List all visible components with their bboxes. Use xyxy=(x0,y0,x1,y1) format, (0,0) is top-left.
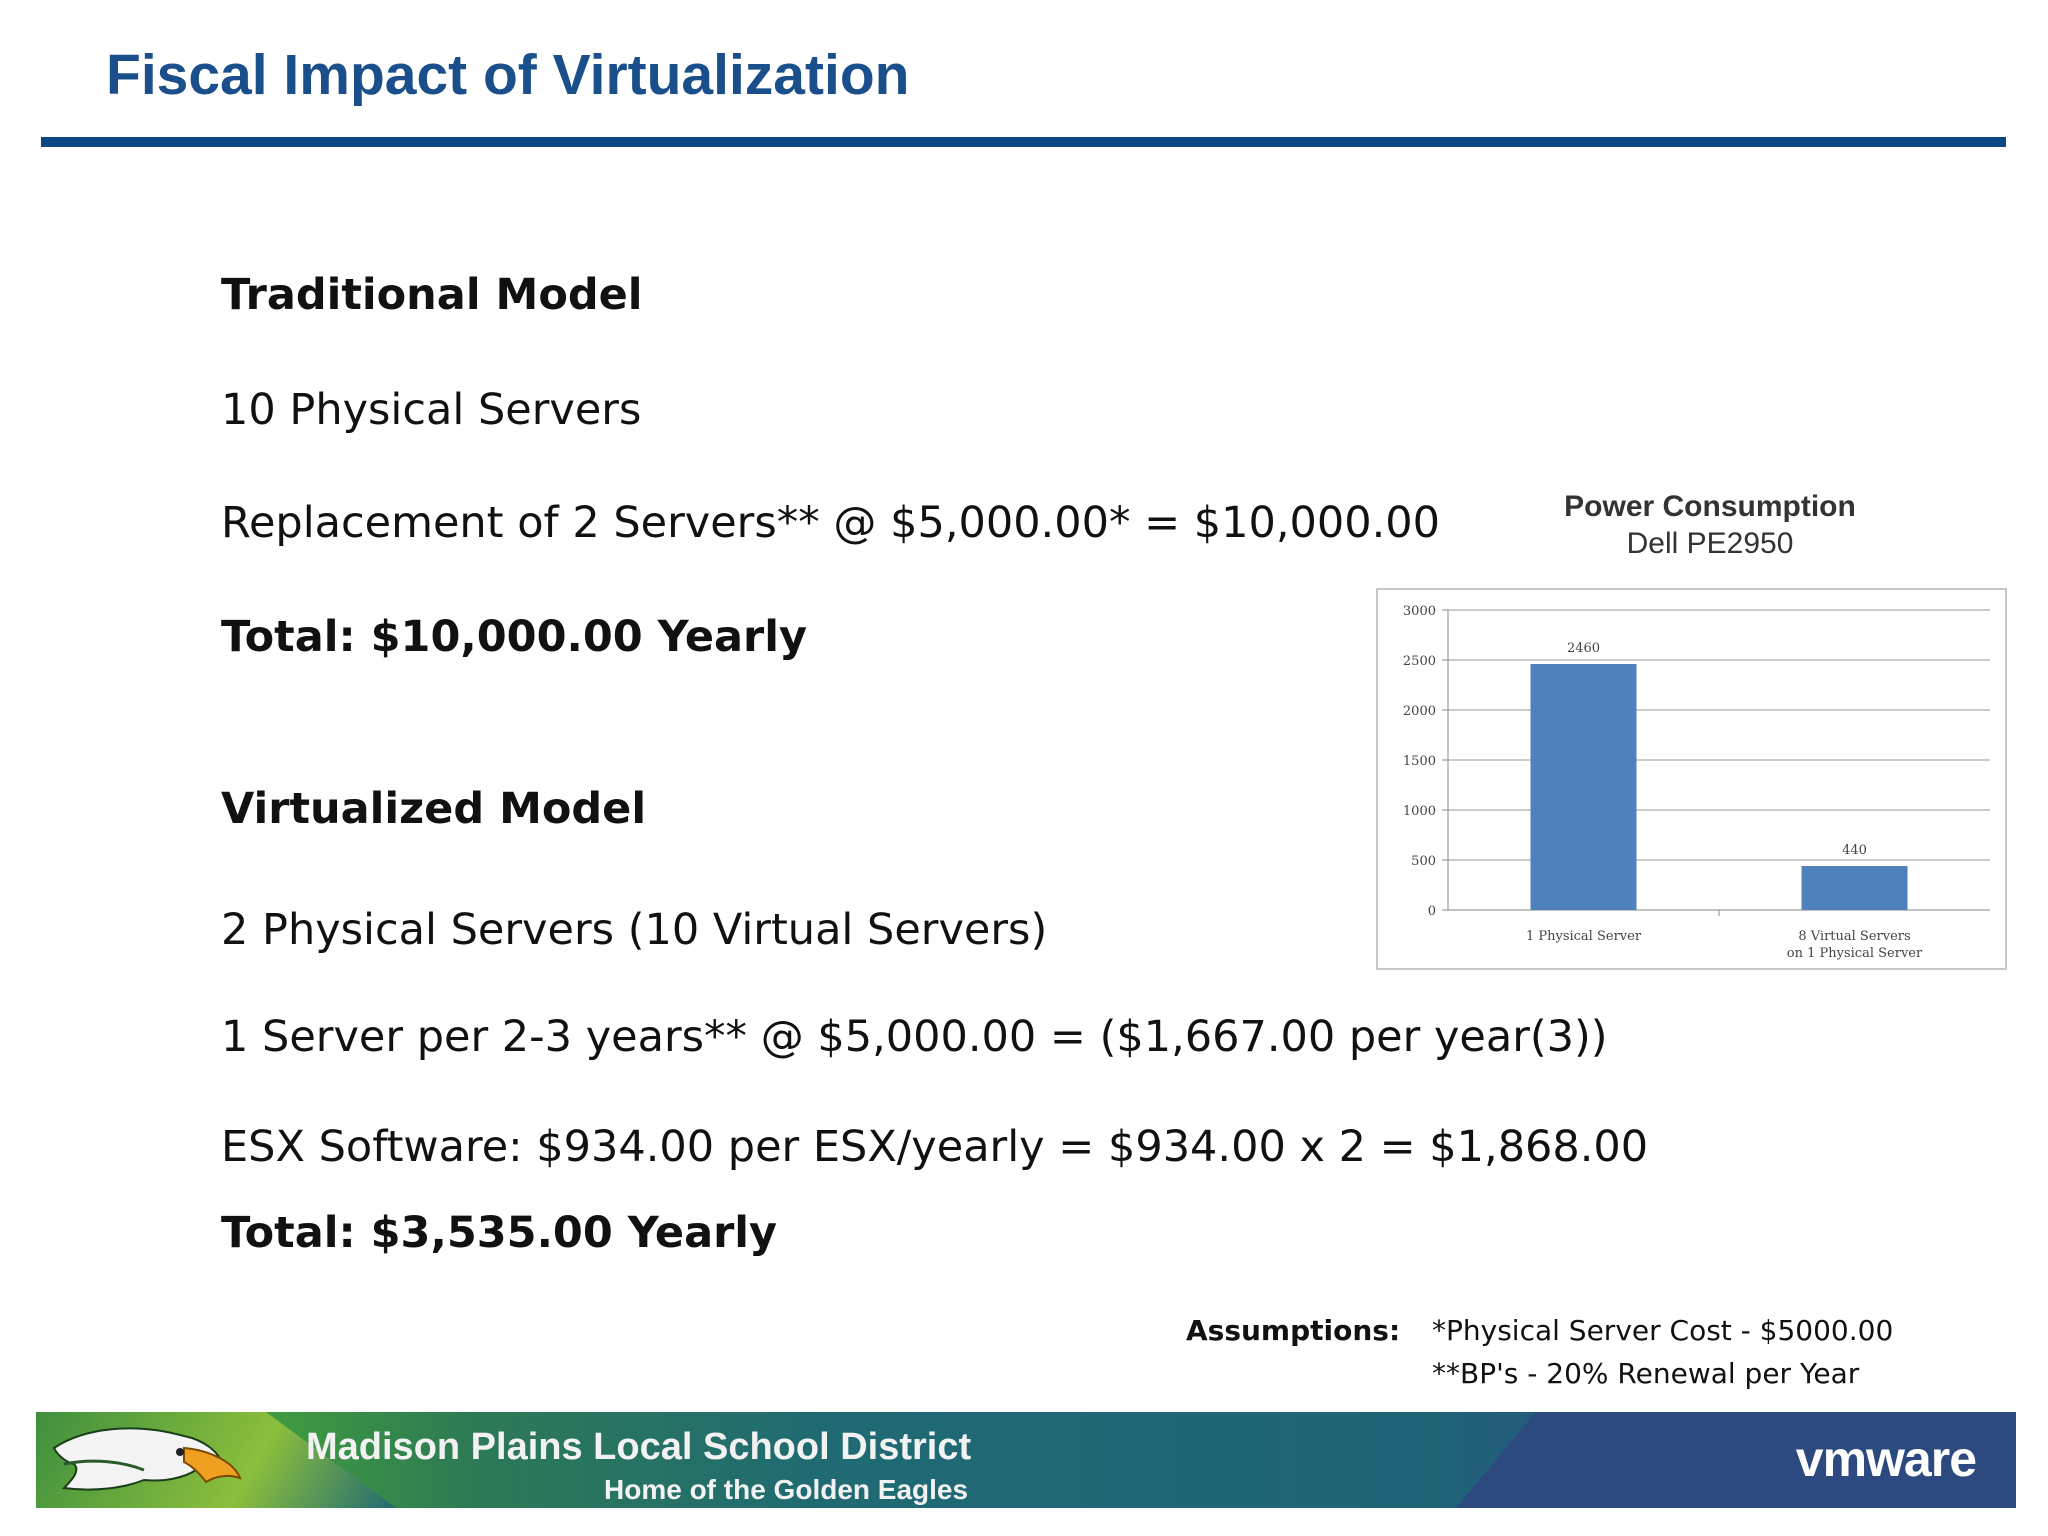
power-consumption-chart: 0 500 1000 1500 2000 2500 3000 2460 1 Physical S… xyxy=(1376,588,2007,970)
banner-brand-panel xyxy=(1456,1412,2016,1508)
district-name: Madison Plains Local School District xyxy=(306,1426,972,1468)
bar xyxy=(1801,866,1908,910)
virtualized-line-3: ESX Software: $934.00 per ESX/yearly = $… xyxy=(221,1122,1649,1172)
traditional-line-2: Replacement of 2 Servers** @ $5,000.00* … xyxy=(221,498,1441,548)
traditional-total: Total: $10,000.00 Yearly xyxy=(221,612,807,662)
bar-value-label: 2460 xyxy=(1567,641,1600,656)
y-tick-label: 0 xyxy=(1428,904,1436,919)
title-divider xyxy=(41,137,2006,147)
y-tick-label: 500 xyxy=(1411,854,1436,869)
traditional-heading: Traditional Model xyxy=(221,270,643,320)
y-tick-label: 2500 xyxy=(1403,654,1436,669)
virtualized-line-1: 2 Physical Servers (10 Virtual Servers) xyxy=(221,905,1048,955)
chart-subtitle: Dell PE2950 xyxy=(1626,527,1794,560)
chart-title: Power Consumption xyxy=(1564,490,1856,523)
chart-canvas: 0 500 1000 1500 2000 2500 3000 2460 1 Physical S… xyxy=(1403,604,1990,961)
y-tick-label: 1500 xyxy=(1403,754,1436,769)
traditional-line-1: 10 Physical Servers xyxy=(221,385,642,435)
slide-title: Fiscal Impact of Virtualization xyxy=(106,43,910,107)
district-tagline: Home of the Golden Eagles xyxy=(604,1474,969,1505)
footer-banner: Madison Plains Local School District Hom… xyxy=(36,1412,2016,1508)
y-tick-label: 1000 xyxy=(1403,804,1436,819)
y-tick-label: 2000 xyxy=(1403,704,1436,719)
x-tick-label: 8 Virtual Servers xyxy=(1798,929,1910,944)
bar-value-label: 440 xyxy=(1842,843,1867,858)
x-tick-label: 1 Physical Server xyxy=(1526,929,1642,944)
eagle-logo-icon xyxy=(52,1427,242,1491)
assumptions-label: Assumptions: xyxy=(1186,1314,1401,1347)
assumption-2: **BP's - 20% Renewal per Year xyxy=(1432,1357,1860,1390)
y-tick-label: 3000 xyxy=(1403,604,1436,619)
virtualized-heading: Virtualized Model xyxy=(221,784,647,834)
virtualized-total: Total: $3,535.00 Yearly xyxy=(221,1208,778,1258)
x-tick-label: on 1 Physical Server xyxy=(1787,946,1923,961)
bar xyxy=(1530,664,1637,910)
vmware-logo: vmware xyxy=(1795,1431,1977,1487)
assumption-1: *Physical Server Cost - $5000.00 xyxy=(1432,1314,1894,1347)
virtualized-line-2: 1 Server per 2-3 years** @ $5,000.00 = (… xyxy=(221,1012,1608,1062)
